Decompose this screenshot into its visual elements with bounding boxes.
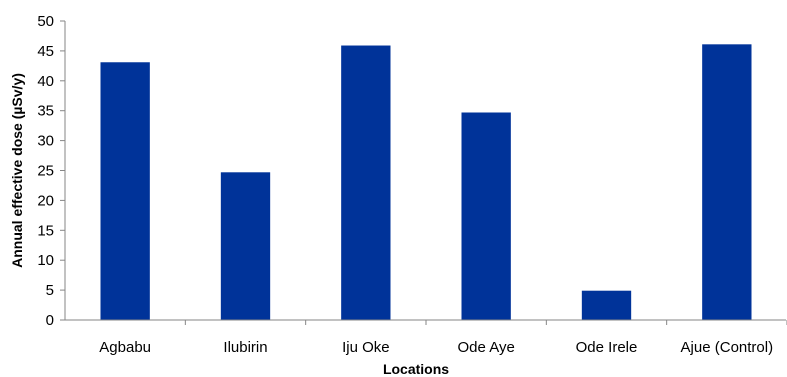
y-tick-label: 20 xyxy=(37,192,54,209)
y-tick-label: 50 xyxy=(37,13,54,30)
x-tick-label: Ilubirin xyxy=(223,339,267,356)
y-tick-label: 45 xyxy=(37,43,54,60)
y-tick-label: 35 xyxy=(37,103,54,120)
bars xyxy=(100,44,752,321)
y-axis-ticks: 0 5 10 15 20 25 30 35 40 45 50 xyxy=(37,13,65,329)
y-tick-label: 30 xyxy=(37,133,54,150)
x-tick-label: Ode Irele xyxy=(576,339,638,356)
y-tick-label: 10 xyxy=(37,252,54,269)
bar-ilubirin xyxy=(220,172,271,320)
y-tick-label: 25 xyxy=(37,163,54,180)
bar-ode-aye xyxy=(461,112,511,320)
x-axis-title: Locations xyxy=(383,361,449,377)
y-tick-label: 0 xyxy=(46,312,54,329)
y-tick-label: 40 xyxy=(37,73,54,90)
x-tick-label: Ode Aye xyxy=(458,339,515,356)
x-axis-labels: Agbabu Ilubirin Iju Oke Ode Aye Ode Irele Aju… xyxy=(99,320,787,356)
y-tick-label: 15 xyxy=(37,222,54,239)
y-axis-title: Annual effective dose (µSv/y) xyxy=(9,73,25,268)
bar-iju-oke xyxy=(341,45,391,320)
x-tick-label: Agbabu xyxy=(99,339,151,356)
x-tick-label: Iju Oke xyxy=(342,339,390,356)
bar-agbabu xyxy=(100,62,150,321)
y-tick-label: 5 xyxy=(46,282,54,299)
bar-ajue-control xyxy=(702,44,752,321)
bar-ode-irele xyxy=(581,290,632,320)
x-tick-label: Ajue (Control) xyxy=(681,339,774,356)
